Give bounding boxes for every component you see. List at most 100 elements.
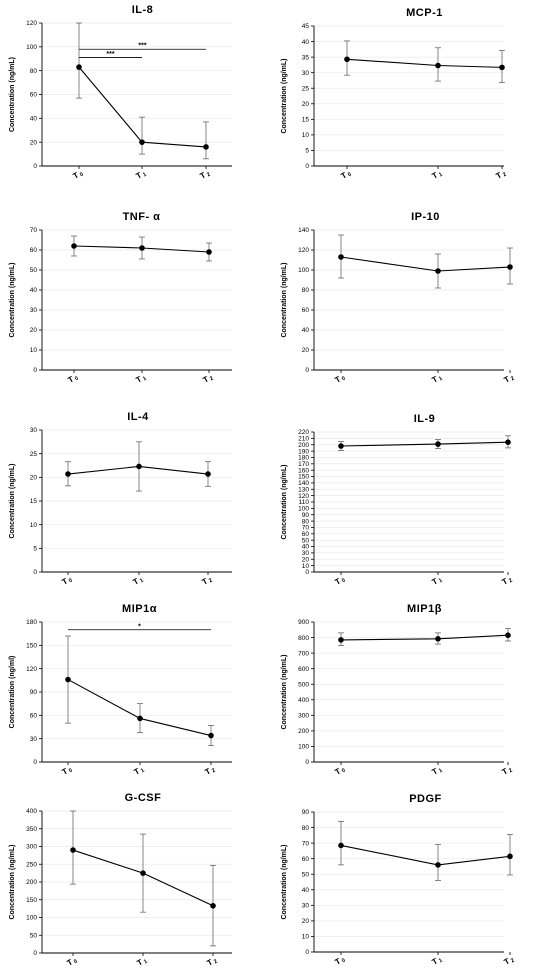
y-tick-label: 40 xyxy=(30,287,38,294)
x-tick-subscript: 1 xyxy=(142,172,148,179)
data-point xyxy=(338,637,344,643)
y-tick-label: 70 xyxy=(30,227,38,234)
y-tick-label: 10 xyxy=(302,132,310,139)
x-tick-subscript: 1 xyxy=(140,768,146,775)
data-point xyxy=(210,902,216,909)
data-point xyxy=(435,441,441,447)
y-tick-label: 60 xyxy=(302,531,310,538)
y-tick-label: 120 xyxy=(298,247,309,254)
y-tick-label: 10 xyxy=(302,563,310,570)
x-tick-label: T2 xyxy=(503,372,516,385)
y-tick-label: 0 xyxy=(305,569,309,576)
x-tick-label: T0 xyxy=(334,954,347,967)
y-tick-label: 90 xyxy=(30,689,38,696)
y-axis-label: Concentration (ng/mL) xyxy=(9,463,16,538)
y-tick-label: 140 xyxy=(298,480,309,487)
x-tick-subscript: 0 xyxy=(79,172,85,179)
y-tick-label: 40 xyxy=(302,39,310,46)
x-tick-subscript: 2 xyxy=(206,172,212,179)
y-tick-label: 50 xyxy=(302,871,310,878)
data-point xyxy=(139,139,145,145)
x-tick-label: T1 xyxy=(136,955,149,968)
x-tick-subscript: 1 xyxy=(142,376,148,383)
y-tick-label: 100 xyxy=(26,915,37,922)
y-tick-label: 150 xyxy=(298,474,309,481)
y-tick-label: 0 xyxy=(305,759,309,766)
y-tick-label: 15 xyxy=(302,117,310,124)
y-axis-label: Concentration (ng/mL) xyxy=(281,654,288,729)
y-tick-label: 30 xyxy=(30,736,38,743)
x-tick-subscript: 2 xyxy=(510,376,516,383)
x-tick-label: T1 xyxy=(431,168,444,181)
y-tick-label: 190 xyxy=(298,448,309,455)
y-tick-label: 0 xyxy=(305,367,309,374)
series-line xyxy=(78,66,207,148)
data-point xyxy=(76,64,82,70)
y-axis-label: Concentration (ng/mL) xyxy=(281,262,288,337)
y-axis-label: Concentration (ng/mL) xyxy=(9,844,16,919)
x-tick-label: T1 xyxy=(132,574,145,587)
x-tick-label: T2 xyxy=(501,574,514,587)
x-tick-subscript: 0 xyxy=(68,578,74,585)
x-tick-subscript: 1 xyxy=(438,958,444,965)
x-tick-subscript: 1 xyxy=(438,172,444,179)
y-tick-label: 140 xyxy=(298,227,309,234)
y-tick-label: 0 xyxy=(33,950,37,957)
y-tick-label: 350 xyxy=(26,826,37,833)
x-tick-label: T2 xyxy=(202,372,215,385)
x-tick-label: T1 xyxy=(431,372,444,385)
data-point xyxy=(205,471,211,477)
y-tick-label: 60 xyxy=(30,713,38,720)
significance-label: *** xyxy=(138,43,146,50)
data-point xyxy=(435,636,441,642)
data-point xyxy=(65,676,71,683)
y-tick-label: 100 xyxy=(298,506,309,513)
x-tick-subscript: 0 xyxy=(347,172,353,179)
y-tick-label: 160 xyxy=(298,467,309,474)
y-tick-label: 250 xyxy=(26,861,37,868)
x-tick-subscript: 0 xyxy=(341,768,347,775)
y-tick-label: 50 xyxy=(302,537,310,544)
y-tick-label: 20 xyxy=(30,139,38,146)
y-tick-label: 45 xyxy=(302,23,310,30)
data-point xyxy=(139,245,145,251)
y-tick-label: 15 xyxy=(30,498,38,505)
y-tick-label: 50 xyxy=(30,267,38,274)
y-tick-label: 120 xyxy=(298,493,309,500)
y-tick-label: 20 xyxy=(302,556,310,563)
y-tick-label: 60 xyxy=(302,856,310,863)
chart-title: IP-10 xyxy=(411,211,440,223)
y-tick-label: 30 xyxy=(302,70,310,77)
data-point xyxy=(344,56,350,63)
x-tick-subscript: 2 xyxy=(502,172,508,179)
y-tick-label: 80 xyxy=(302,825,310,832)
y-axis-label: Concentration (ng/mL) xyxy=(9,262,16,337)
panel-8: G-CSF Concentration (ng/mL) 0 50 100 150 200 25… xyxy=(9,792,232,969)
data-point xyxy=(208,732,214,739)
x-tick-label: T0 xyxy=(334,764,347,777)
x-tick-label: T2 xyxy=(495,168,508,181)
x-tick-label: T1 xyxy=(133,764,146,777)
data-point xyxy=(435,62,441,69)
y-tick-label: 90 xyxy=(302,809,310,816)
y-tick-label: 0 xyxy=(33,759,37,766)
x-tick-label: T1 xyxy=(431,954,444,967)
x-tick-subscript: 0 xyxy=(341,958,347,965)
y-axis-label: Concentration (ng/mL) xyxy=(9,57,16,132)
series-line xyxy=(67,679,212,737)
y-tick-label: 60 xyxy=(30,247,38,254)
y-tick-label: 30 xyxy=(30,307,38,314)
chart-title: IL-4 xyxy=(127,411,149,423)
data-point xyxy=(338,842,344,849)
x-tick-subscript: 2 xyxy=(211,768,217,775)
x-tick-label: T2 xyxy=(503,954,516,967)
y-tick-label: 100 xyxy=(298,744,309,751)
y-tick-label: 80 xyxy=(302,518,310,525)
y-tick-label: 0 xyxy=(305,949,309,956)
y-axis-label: Concentration (ng/mL) xyxy=(281,844,288,919)
